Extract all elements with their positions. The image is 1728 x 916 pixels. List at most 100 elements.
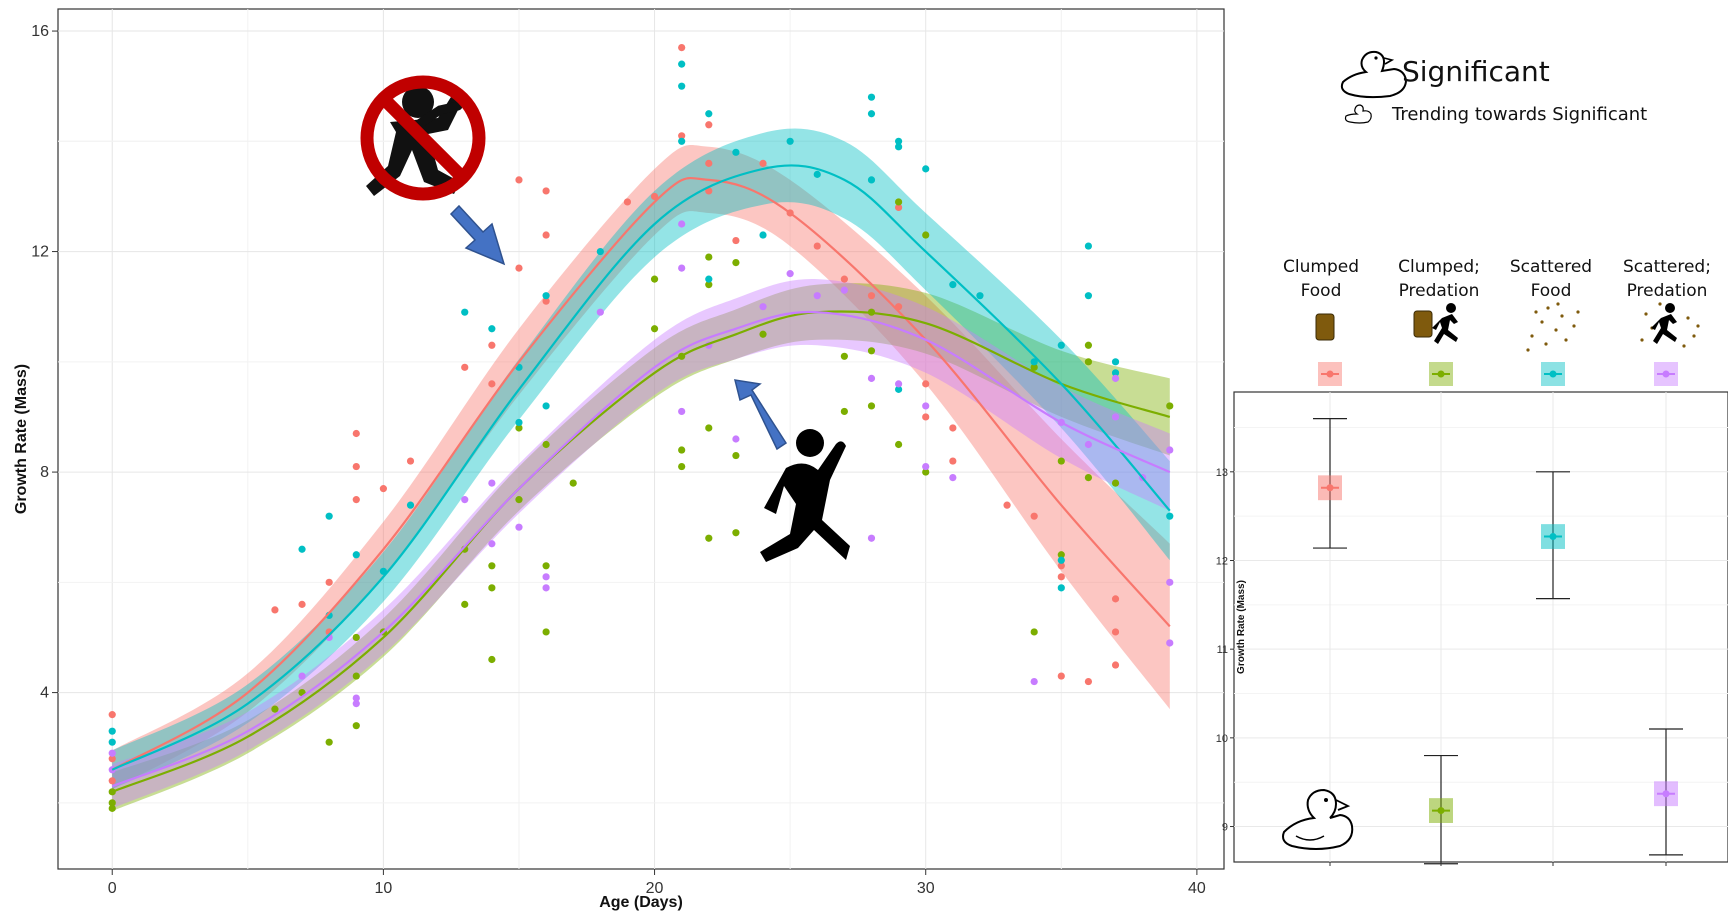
legend-trending-label: Trending towards Significant	[1391, 104, 1647, 125]
legend-key-dot	[1549, 370, 1557, 378]
data-point	[813, 292, 821, 300]
up-arrow-annotation	[733, 379, 788, 451]
data-point	[650, 325, 659, 333]
data-point	[1057, 562, 1065, 570]
data-point	[352, 694, 360, 702]
data-point	[108, 727, 116, 735]
data-point	[949, 473, 957, 482]
legend-significant-label: Significant	[1402, 55, 1550, 88]
data-point	[542, 297, 550, 305]
data-point	[488, 341, 496, 349]
data-point	[867, 534, 876, 542]
scattered-food-icon	[1526, 302, 1580, 352]
data-point	[732, 451, 740, 460]
data-point	[352, 722, 360, 730]
scattered-predation-icon	[1640, 302, 1700, 348]
data-point	[678, 60, 686, 68]
running-person-icon	[760, 429, 850, 562]
data-point	[732, 435, 740, 443]
data-point	[759, 330, 767, 338]
left-ticks: 0 10 20 30 40 4 8 12 16	[31, 23, 1206, 897]
data-point	[461, 496, 469, 504]
data-point	[895, 203, 903, 212]
x-tick-label: 10	[374, 880, 392, 897]
data-point	[298, 672, 306, 680]
estimate-point	[1326, 484, 1334, 492]
data-point	[895, 198, 903, 206]
right-ticks: 9 10 11 12 13	[1216, 467, 1667, 866]
data-point	[922, 468, 930, 476]
right-chart: 9 10 11 12 13 Growth Rate (Mass)	[1216, 391, 1728, 866]
y-tick-label: 12	[31, 244, 49, 261]
fit-line-1	[111, 310, 1171, 793]
right-y-tick-label: 11	[1217, 644, 1228, 656]
data-point	[1057, 341, 1065, 349]
data-point	[1030, 358, 1038, 366]
data-point	[271, 606, 279, 614]
data-point	[596, 308, 604, 316]
data-point	[786, 137, 794, 145]
data-point	[678, 264, 686, 272]
group-label-scattered-predation-line2: Predation	[1627, 281, 1708, 301]
data-point	[298, 545, 306, 553]
data-point	[678, 43, 686, 52]
data-point	[759, 159, 767, 167]
data-point	[650, 275, 659, 283]
x-tick-label: 0	[108, 880, 117, 897]
data-point	[1084, 473, 1093, 482]
y-tick-label: 4	[40, 685, 49, 702]
confidence-band-3	[112, 278, 1170, 809]
data-point	[271, 705, 279, 713]
data-point	[1111, 358, 1120, 366]
data-point	[732, 258, 740, 267]
data-point	[705, 110, 713, 118]
x-axis-title: Age (Days)	[599, 894, 683, 911]
data-point	[949, 457, 957, 465]
data-point	[949, 424, 957, 432]
data-point	[108, 749, 116, 757]
data-point	[488, 325, 496, 333]
data-point	[1166, 402, 1174, 410]
data-point	[1111, 661, 1120, 669]
group-label-clumped-food-line1: Clumped	[1283, 257, 1359, 277]
legend-key-dot	[1662, 370, 1670, 378]
data-point	[895, 137, 903, 145]
data-point	[1166, 578, 1174, 586]
left-fit-lines	[111, 164, 1171, 793]
right-plot-panel	[1233, 391, 1728, 863]
data-point	[1084, 440, 1093, 449]
data-point	[867, 374, 876, 382]
data-point	[1030, 628, 1038, 636]
data-point	[895, 385, 903, 393]
data-point	[1111, 595, 1120, 603]
left-plot-panel	[57, 8, 1225, 870]
data-point	[786, 270, 794, 278]
legend: Significant Trending towards Significant…	[1283, 50, 1711, 386]
data-point	[298, 600, 306, 608]
data-point	[108, 799, 116, 807]
data-point	[895, 380, 903, 388]
data-point	[1057, 551, 1065, 559]
confidence-band-1	[112, 283, 1170, 812]
duck-icon-large	[1340, 50, 1408, 99]
y-axis-title: Growth Rate (Mass)	[13, 364, 30, 514]
data-point	[1084, 341, 1093, 349]
data-point	[1166, 639, 1174, 647]
data-point	[705, 424, 713, 432]
data-point	[922, 231, 930, 239]
data-point	[379, 485, 387, 493]
data-point	[867, 402, 876, 410]
estimate-point	[1437, 807, 1445, 815]
data-point	[1111, 374, 1120, 382]
right-y-tick-label: 13	[1216, 467, 1228, 479]
data-point	[325, 578, 333, 586]
data-point	[108, 738, 116, 746]
data-point	[1084, 358, 1093, 366]
data-point	[515, 418, 523, 427]
clumped-food-icon	[1315, 313, 1335, 341]
estimate-point	[1662, 790, 1670, 798]
estimate-point	[1549, 533, 1557, 541]
no-running-person-icon	[360, 75, 486, 201]
data-point	[406, 501, 415, 509]
data-point	[542, 231, 550, 239]
